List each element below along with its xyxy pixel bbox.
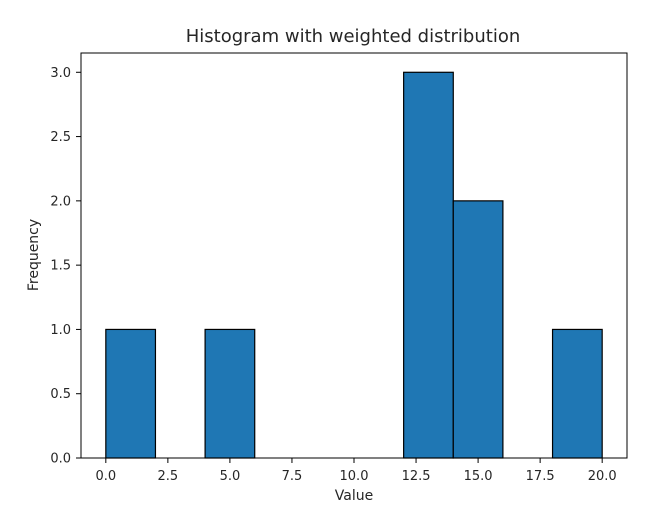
y-tick-label-5: 2.5 [50,130,71,145]
y-tick-label-1: 0.5 [50,387,71,402]
x-tick-label-7: 17.5 [526,469,555,484]
x-axis: 0.0 2.5 5.0 7.5 10.0 12.5 15.0 17.5 20.0 [95,458,617,484]
x-tick-label-8: 20.0 [588,469,617,484]
y-axis-label: Frequency [26,219,42,291]
histogram-bar-2 [204,328,256,459]
y-tick-label-4: 2.0 [50,194,71,209]
y-tick-label-3: 1.5 [50,259,71,274]
x-tick-label-6: 15.0 [464,469,493,484]
histogram-bar-6 [403,71,454,459]
x-tick-label-3: 7.5 [282,469,303,484]
x-tick-label-2: 5.0 [220,469,241,484]
axes-frame [80,52,628,459]
histogram-bar-0 [105,328,157,459]
x-tick-label-1: 2.5 [158,469,179,484]
histogram-bar-7 [452,200,504,459]
histogram-bar-9 [551,328,603,459]
y-tick-label-0: 0.0 [50,452,71,467]
x-axis-label: Value [335,488,373,504]
plot-area: 0.0 2.5 5.0 7.5 10.0 12.5 15.0 17.5 20.0 0.0 0.5 1… [50,52,628,484]
x-tick-label-4: 10.0 [340,469,369,484]
x-tick-label-0: 0.0 [95,469,116,484]
y-tick-label-2: 1.0 [50,323,71,338]
chart-title: Histogram with weighted distribution [186,26,521,47]
x-tick-label-5: 12.5 [402,469,431,484]
y-tick-label-6: 3.0 [50,66,71,81]
y-axis: 0.0 0.5 1.0 1.5 2.0 2.5 3.0 [50,66,81,467]
bars-group [105,71,603,459]
